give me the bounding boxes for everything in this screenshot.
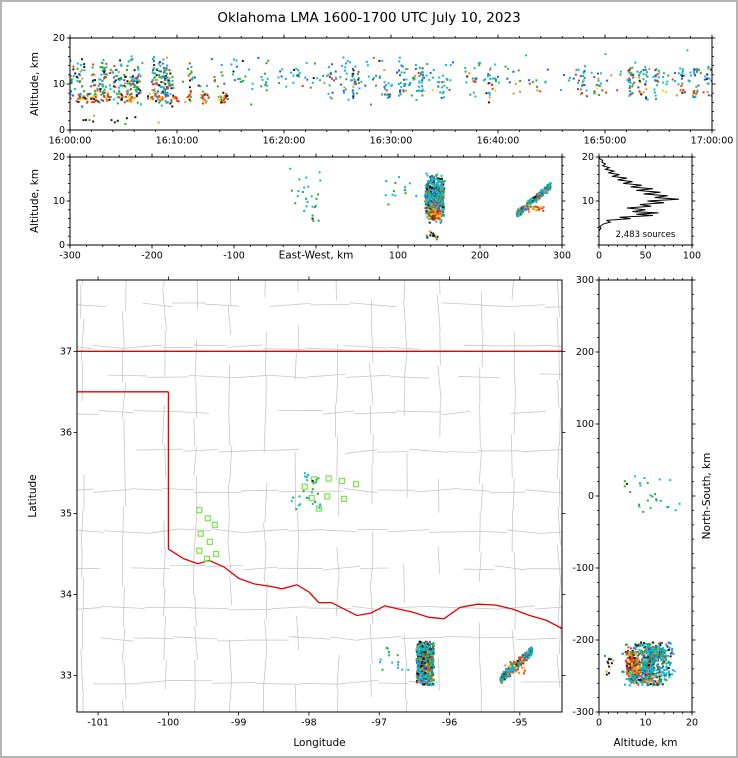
svg-text:16:40:00: 16:40:00 [477,136,520,147]
svg-text:0: 0 [59,125,65,136]
svg-text:10: 10 [53,79,65,90]
border-red-river [168,548,562,630]
lma-station-marker [325,475,332,482]
ns-altitude-sources [604,475,681,687]
ns-panel-xlabel: Altitude, km [613,737,677,749]
time-altitude-axes: 16:00:00 16:10:00 16:20:00 16:30:00 16:40:00… [49,33,734,146]
svg-text:16:10:00: 16:10:00 [156,136,199,147]
svg-text:200: 200 [471,251,489,262]
lma-station-marker [196,547,203,554]
state-borders [77,350,562,630]
altitude-histogram-curve [599,157,680,245]
svg-text:100: 100 [389,251,407,262]
svg-text:0: 0 [59,240,65,251]
ew-altitude-sources [289,167,552,241]
lma-station-marker [206,538,213,545]
svg-text:-200: -200 [141,251,163,262]
map-panel [77,280,562,712]
time-panel-ylabel: Altitude, km [29,52,41,116]
svg-text:16:20:00: 16:20:00 [263,136,306,147]
svg-text:17:00:00: 17:00:00 [691,136,734,147]
time-altitude-sources [70,49,712,126]
lma-station-marker [308,494,315,502]
ew-panel-ylabel: Altitude, km [29,169,41,233]
lma-station-marker [211,521,218,528]
altitude-histogram-panel: 2,483 sources [599,157,680,245]
lma-station-marker [338,477,346,485]
map-xlabel: Longitude [293,737,345,749]
figure-title: Oklahoma LMA 1600-1700 UTC July 10, 2023 [217,10,521,26]
svg-text:10: 10 [53,196,65,207]
lma-station-marker [315,505,322,512]
lma-station-marker [203,555,211,562]
lma-stations [196,475,360,562]
lma-station-marker [341,495,348,502]
svg-text:-300: -300 [59,251,81,262]
source-count-label: 2,483 sources [616,230,676,240]
svg-text:16:50:00: 16:50:00 [584,136,627,147]
lma-station-marker [213,550,220,558]
ew-panel-xlabel: East-West, km [279,250,354,262]
lma-station-marker [324,493,331,500]
svg-text:-100: -100 [223,251,245,262]
svg-text:20: 20 [53,33,65,44]
svg-text:16:30:00: 16:30:00 [370,136,413,147]
ns-panel-ylabel: North-South, km [701,453,713,540]
lma-station-marker [197,530,204,537]
county-boundaries [77,280,562,712]
lma-station-marker [196,507,203,514]
svg-text:300: 300 [553,251,571,262]
map-sources [290,472,534,687]
lma-station-marker [204,515,211,522]
lma-station-marker [301,483,308,490]
map-ylabel: Latitude [27,474,39,517]
svg-text:16:00:00: 16:00:00 [49,136,92,147]
lma-station-marker [352,481,360,488]
